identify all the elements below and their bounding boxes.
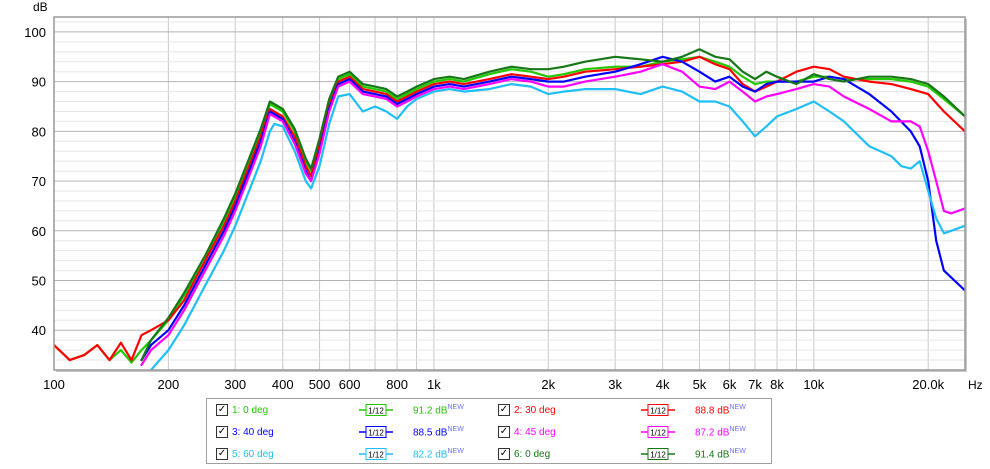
smoothing-box — [647, 448, 669, 460]
new-badge: NEW — [447, 447, 464, 455]
x-tick-label: 5k — [693, 377, 707, 392]
x-tick-label: 20.0k — [912, 377, 944, 392]
x-tick-label: 10k — [803, 377, 824, 392]
legend-entry: ✓ 4: 45 deg 1/12 87.2 dBNEW — [489, 421, 771, 443]
smoothing-box — [647, 404, 669, 416]
legend-entry: ✓ 6: 0 deg 1/12 91.4 dBNEW — [489, 443, 771, 465]
x-tick-label: 2k — [541, 377, 555, 392]
x-tick-label: 7k — [748, 377, 762, 392]
x-tick-label: 800 — [386, 377, 408, 392]
x-tick-label: 600 — [339, 377, 361, 392]
x-tick-label: 300 — [224, 377, 246, 392]
legend-checkbox[interactable]: ✓ — [216, 404, 228, 416]
legend-checkbox[interactable]: ✓ — [498, 426, 510, 438]
x-tick-label: 8k — [770, 377, 784, 392]
legend-level: 88.5 dBNEW — [413, 425, 464, 439]
smoothing-label: 1/12 — [368, 429, 384, 438]
series-line-6 — [140, 48, 965, 362]
x-tick-label: 400 — [272, 377, 294, 392]
smoothing-box — [365, 426, 387, 438]
x-tick-label: 200 — [158, 377, 180, 392]
x-tick-label: 4k — [656, 377, 670, 392]
legend-series-name: 5: 60 deg — [232, 448, 274, 460]
legend-series-name: 3: 40 deg — [232, 426, 274, 438]
legend-level: 88.8 dBNEW — [695, 403, 746, 417]
y-tick-label: 70 — [32, 174, 46, 189]
legend-series-name: 1: 0 deg — [232, 404, 269, 416]
y-axis-unit-label: dB — [33, 0, 48, 14]
x-tick-label: 3k — [608, 377, 622, 392]
new-badge: NEW — [447, 403, 464, 411]
legend-checkbox[interactable]: ✓ — [498, 448, 510, 460]
legend-level: 82.2 dBNEW — [413, 447, 464, 461]
y-tick-label: 80 — [32, 124, 46, 139]
legend-checkbox[interactable]: ✓ — [498, 404, 510, 416]
legend-entry: ✓ 2: 30 deg 1/12 88.8 dBNEW — [489, 399, 771, 421]
legend-entry: ✓ 5: 60 deg 1/12 82.2 dBNEW — [207, 443, 489, 465]
smoothing-label: 1/12 — [368, 407, 384, 416]
x-axis-unit-label: Hz — [968, 378, 983, 392]
legend-series-name: 2: 30 deg — [514, 404, 556, 416]
x-tick-label: 1k — [427, 377, 441, 392]
new-badge: NEW — [447, 425, 464, 433]
x-tick-label: 6k — [723, 377, 737, 392]
smoothing-indicator[interactable]: 1/12 — [641, 426, 675, 438]
series-line-4 — [140, 63, 965, 367]
legend-series-name: 6: 0 deg — [514, 448, 551, 460]
smoothing-box — [365, 448, 387, 460]
new-badge: NEW — [729, 403, 746, 411]
y-tick-label: 40 — [32, 323, 46, 338]
smoothing-label: 1/12 — [650, 407, 666, 416]
legend-checkbox[interactable]: ✓ — [216, 448, 228, 460]
legend-entry: ✓ 3: 40 deg 1/12 88.5 dBNEW — [207, 421, 489, 443]
legend-level: 91.4 dBNEW — [695, 447, 746, 461]
smoothing-label: 1/12 — [650, 429, 666, 438]
legend: ✓ 1: 0 deg 1/12 91.2 dBNEW ✓ 2: 30 deg 1/12 88.… — [206, 398, 772, 464]
smoothing-label: 1/12 — [650, 451, 666, 460]
smoothing-box — [365, 404, 387, 416]
legend-entry: ✓ 1: 0 deg 1/12 91.2 dBNEW — [207, 399, 489, 421]
smoothing-indicator[interactable]: 1/12 — [359, 404, 393, 416]
legend-checkbox[interactable]: ✓ — [216, 426, 228, 438]
y-tick-label: 100 — [24, 25, 46, 40]
legend-level: 91.2 dBNEW — [413, 403, 464, 417]
smoothing-indicator[interactable]: 1/12 — [641, 448, 675, 460]
smoothing-indicator[interactable]: 1/12 — [359, 426, 393, 438]
y-tick-label: 90 — [32, 75, 46, 90]
series-line-5 — [149, 83, 965, 370]
series-group — [54, 48, 965, 370]
y-tick-label: 50 — [32, 274, 46, 289]
smoothing-indicator[interactable]: 1/12 — [641, 404, 675, 416]
legend-level: 87.2 dBNEW — [695, 425, 746, 439]
x-tick-label: 500 — [309, 377, 331, 392]
frequency-response-chart: dB Hz 40 50 60 70 80 90 100 100 200 300 400 500 600 8… — [24, 0, 983, 392]
x-tick-label: 100 — [43, 377, 65, 392]
smoothing-label: 1/12 — [368, 451, 384, 460]
y-tick-label: 60 — [32, 224, 46, 239]
new-badge: NEW — [729, 425, 746, 433]
smoothing-indicator[interactable]: 1/12 — [359, 448, 393, 460]
new-badge: NEW — [729, 447, 746, 455]
plot-frame — [53, 16, 966, 371]
legend-series-name: 4: 45 deg — [514, 426, 556, 438]
smoothing-box — [647, 426, 669, 438]
